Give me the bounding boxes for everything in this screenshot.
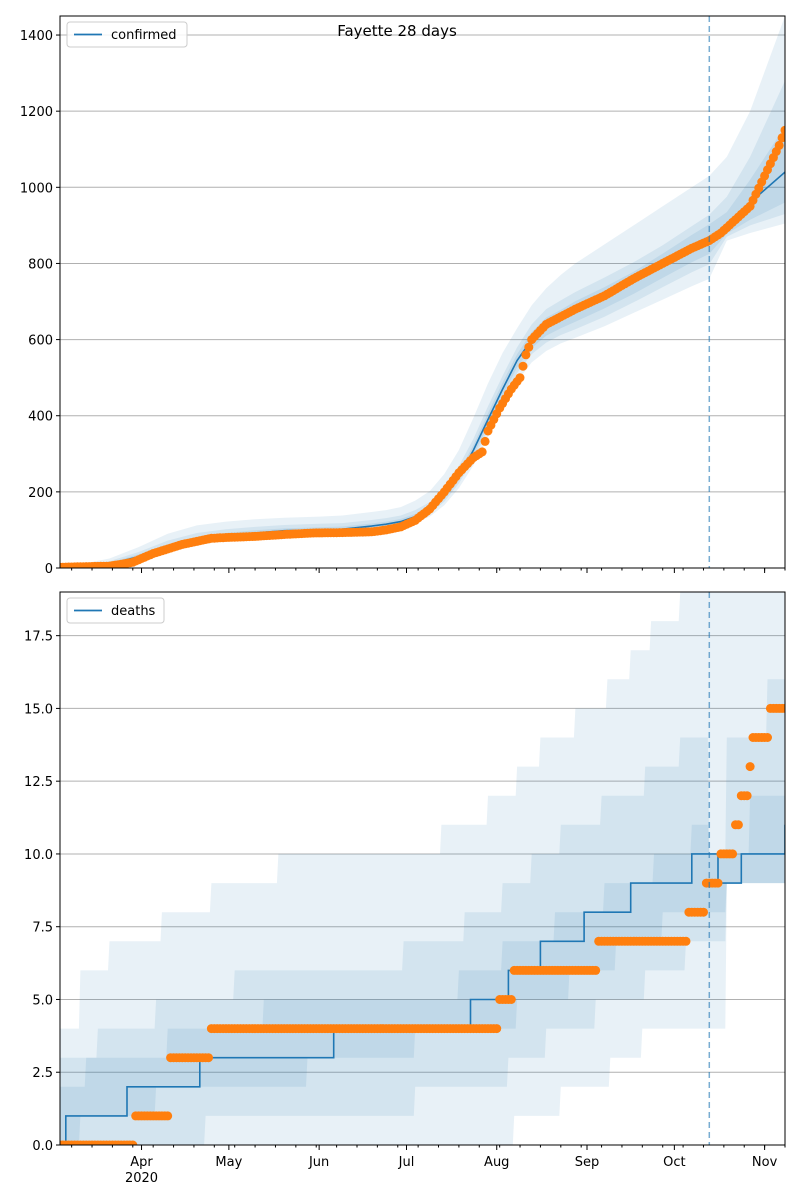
observed-point	[745, 762, 755, 772]
observed-point	[780, 125, 785, 135]
observed-point	[204, 1053, 213, 1063]
y-tick-label: 800	[28, 257, 53, 272]
legend-label: confirmed	[111, 28, 177, 43]
legend-label: deaths	[111, 604, 156, 619]
x-tick-label: Sep	[575, 1155, 600, 1170]
y-tick-label: 12.5	[24, 775, 53, 790]
x-tick-label: Jul	[398, 1155, 415, 1170]
x-tick-label: Aug	[484, 1155, 509, 1170]
observed-point	[492, 1024, 502, 1034]
y-tick-label: 1000	[20, 181, 53, 196]
x-year-label: 2020	[125, 1171, 158, 1186]
observed-point	[763, 733, 772, 742]
observed-point	[728, 849, 738, 859]
legend-box	[66, 21, 188, 48]
observed-point	[780, 703, 785, 713]
chart-title: Fayette 28 days	[337, 22, 457, 40]
observed-point	[742, 791, 752, 801]
prediction-band	[60, 80, 785, 568]
y-tick-label: 1200	[20, 105, 53, 120]
x-tick-label: Jun	[308, 1155, 329, 1170]
y-tick-label: 2.5	[32, 1066, 53, 1081]
observed-point	[128, 1140, 138, 1145]
y-tick-label: 7.5	[32, 921, 53, 936]
x-tick-label: May	[215, 1155, 242, 1170]
observed-point	[733, 820, 743, 830]
y-tick-label: 0.0	[32, 1139, 53, 1154]
observed-point	[506, 995, 516, 1004]
observed-point	[163, 1111, 173, 1121]
observed-point	[777, 133, 785, 143]
observed-point	[591, 965, 601, 975]
y-tick-label: 1400	[20, 29, 53, 44]
observed-point	[524, 342, 534, 352]
observed-point	[515, 373, 525, 383]
axes-frame	[59, 15, 786, 569]
observed-point	[521, 350, 531, 360]
x-tick-label: Nov	[752, 1155, 778, 1170]
x-tick-label: Oct	[663, 1155, 685, 1170]
y-tick-label: 17.5	[24, 630, 53, 645]
observed-point	[699, 907, 708, 917]
plot-area	[60, 592, 785, 1145]
legend: deaths	[66, 597, 165, 624]
legend-box	[66, 597, 165, 624]
y-tick-label: 10.0	[24, 848, 53, 863]
plot-area	[60, 16, 785, 568]
y-tick-label: 5.0	[32, 993, 53, 1008]
y-tick-label: 15.0	[24, 702, 53, 717]
y-tick-label: 0	[45, 562, 53, 577]
legend: confirmed	[66, 21, 188, 48]
observed-point	[518, 361, 528, 371]
y-tick-label: 600	[28, 334, 53, 349]
x-tick-label: Apr	[130, 1155, 153, 1170]
prediction-band	[60, 592, 785, 1145]
observed-point	[713, 878, 723, 888]
observed-point	[477, 447, 487, 457]
y-tick-label: 400	[28, 410, 53, 425]
axes-frame	[59, 591, 786, 1146]
observed-point	[681, 936, 691, 946]
prediction-band	[60, 16, 785, 568]
observed-point	[480, 436, 490, 446]
observed-point	[774, 140, 784, 150]
y-tick-label: 200	[28, 486, 53, 501]
confirmed-panel: 0 200 400 600 800 1000 1200 1400 confirmed	[20, 15, 786, 577]
